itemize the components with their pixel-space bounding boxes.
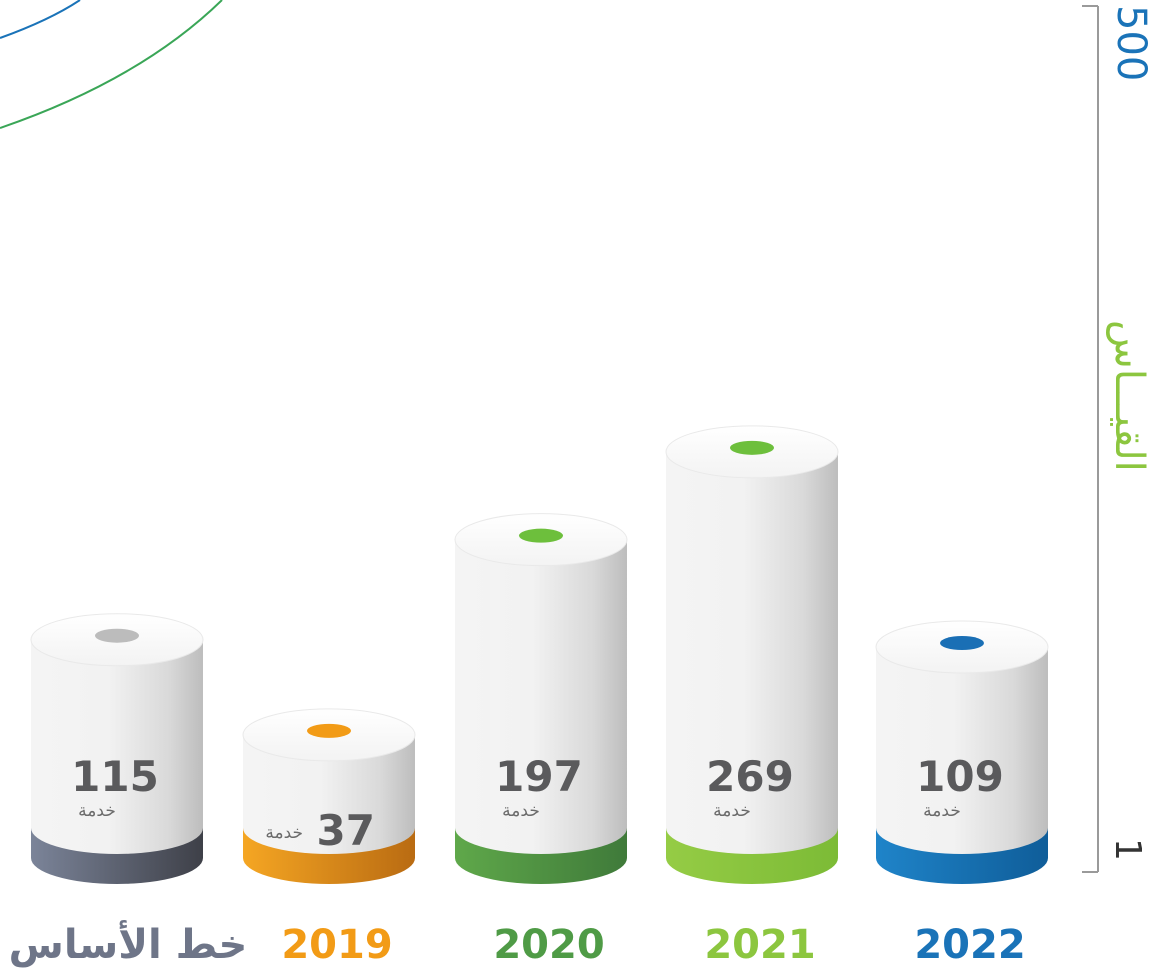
- cylinder-body-0: [31, 639, 203, 854]
- cylinder-top-dot-2: [519, 528, 563, 543]
- category-label-2: 2020: [493, 922, 604, 968]
- category-label-4: 2022: [914, 922, 1025, 968]
- value-label-0: 115: [71, 752, 159, 801]
- value-unit-3: خدمة: [713, 801, 751, 821]
- value-unit-4: خدمة: [923, 801, 961, 821]
- scale-max-label: 500: [1108, 5, 1154, 81]
- value-label-2: 197: [495, 752, 583, 801]
- cylinder-body-1: [243, 734, 415, 854]
- scale-min-label: 1: [1107, 838, 1148, 861]
- value-unit-0: خدمة: [78, 801, 116, 821]
- category-label-3: 2021: [704, 922, 815, 968]
- category-labels-group: خط الأساس 2019 2020 2021 2022: [9, 919, 1026, 968]
- cylinder-top-dot-3: [730, 440, 774, 455]
- cylinder-body-2: [455, 539, 627, 854]
- cylinder-top-dot-1: [307, 723, 351, 738]
- scale-title: القيـــاس: [1106, 320, 1152, 472]
- value-unit-2: خدمة: [502, 801, 540, 821]
- value-label-1: 37: [317, 806, 375, 855]
- category-label-0: خط الأساس: [9, 919, 248, 968]
- value-label-3: 269: [706, 752, 794, 801]
- decorative-blue-arc: [0, 0, 81, 39]
- decorative-green-arc: [0, 0, 223, 129]
- cylinder-bar-1: 37 خدمة: [242, 708, 416, 884]
- cylinder-body-4: [876, 647, 1048, 854]
- category-label-1: 2019: [281, 922, 392, 968]
- scale-axis: 500 القيـــاس 1: [1082, 5, 1154, 873]
- cylinder-top-dot-0: [95, 628, 139, 643]
- value-label-4: 109: [916, 752, 1004, 801]
- value-unit-1: خدمة: [265, 823, 303, 843]
- cylinder-body-3: [666, 451, 838, 854]
- cylinder-top-dot-4: [940, 636, 984, 651]
